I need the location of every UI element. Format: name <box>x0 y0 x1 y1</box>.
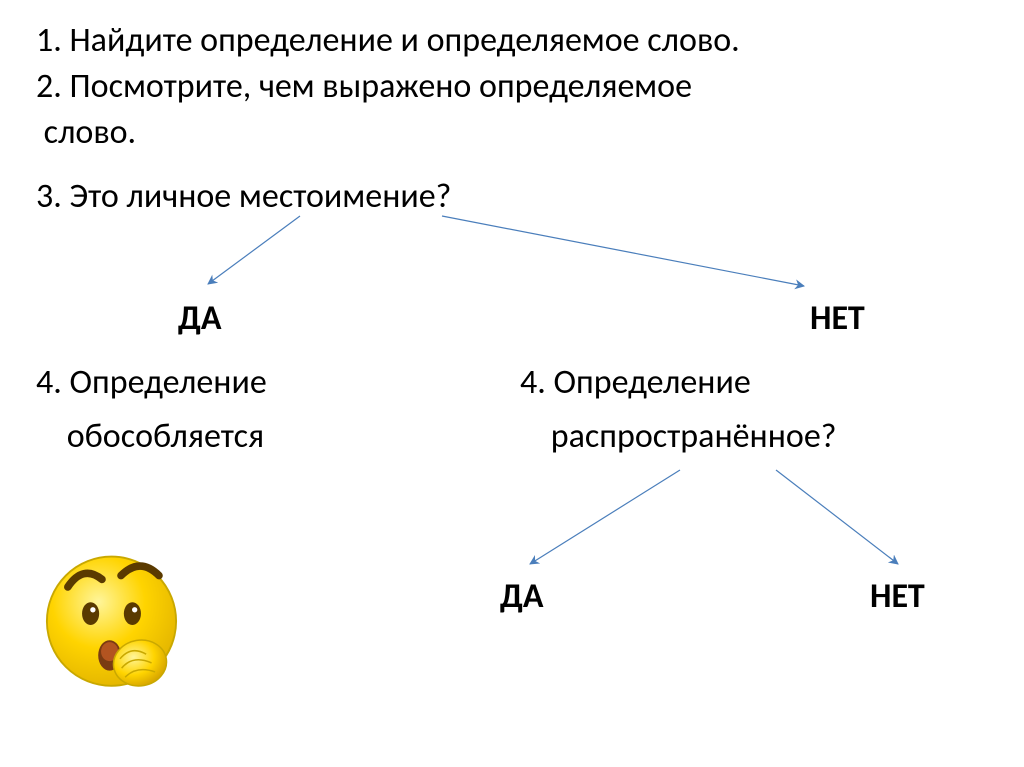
arrow <box>208 216 300 284</box>
answer-net-1: НЕТ <box>810 298 865 339</box>
arrow <box>530 470 680 564</box>
step4-right-1: 4. Определение <box>520 362 751 403</box>
arrow <box>776 470 898 564</box>
answer-net-2: НЕТ <box>870 576 925 617</box>
emoji-thinking-icon <box>26 530 216 720</box>
line-2b: слово. <box>36 112 136 153</box>
step4-right-2: распространённое? <box>520 416 837 457</box>
answer-da-1: ДА <box>178 298 221 339</box>
line-3: 3. Это личное местоимение? <box>36 176 451 217</box>
slide: 1. Найдите определение и определяемое сл… <box>0 0 1024 767</box>
answer-da-2: ДА <box>500 576 543 617</box>
step4-left-2: обособляется <box>36 416 264 457</box>
arrow <box>442 216 804 286</box>
line-2: 2. Посмотрите, чем выражено определяемое <box>36 66 692 107</box>
line-1: 1. Найдите определение и определяемое сл… <box>36 20 740 61</box>
step4-left-1: 4. Определение <box>36 362 267 403</box>
